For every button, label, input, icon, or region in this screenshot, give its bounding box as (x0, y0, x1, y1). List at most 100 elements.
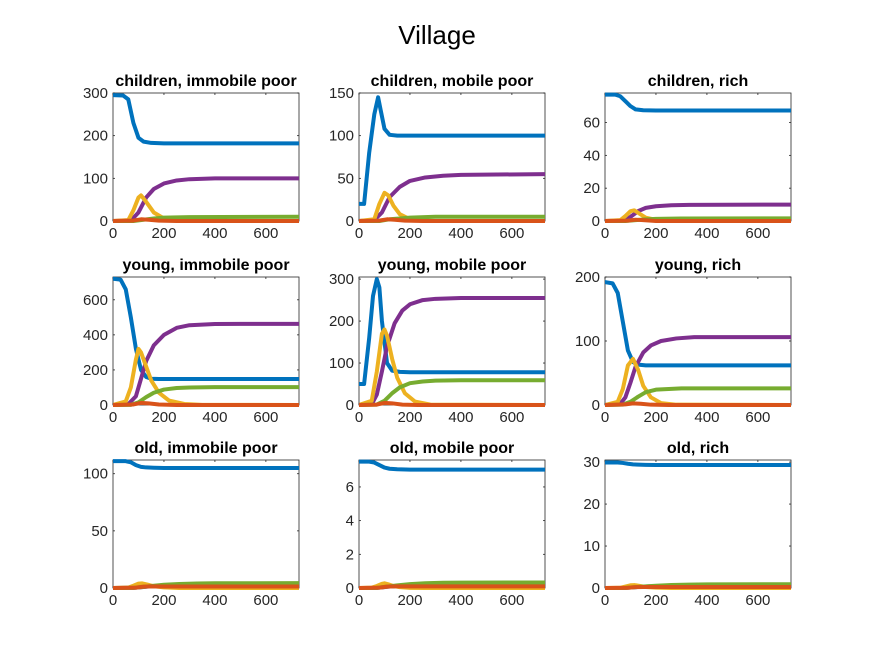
y-tick-label: 100 (83, 466, 108, 483)
x-tick-label: 0 (109, 225, 117, 242)
subplot-old-rich: old, rich 0 200 400 600 0 10 20 30 (583, 440, 792, 609)
y-tick-label: 0 (592, 580, 600, 597)
subplot-title: children, rich (648, 73, 748, 90)
y-tick-label: 100 (575, 333, 600, 350)
y-tick-label: 10 (583, 538, 600, 555)
y-tick-label: 0 (592, 213, 600, 230)
subplot-title: young, rich (655, 257, 741, 274)
x-tick-label: 200 (643, 225, 668, 242)
series-line (359, 584, 545, 590)
x-tick-label: 0 (601, 409, 609, 426)
x-tick-label: 400 (448, 225, 473, 242)
subplot-old-mobile-poor: old, mobile poor 0 200 400 600 0 2 4 6 (346, 440, 546, 609)
x-tick-label: 600 (253, 409, 278, 426)
subplot-title: children, mobile poor (371, 73, 534, 90)
x-tick-label: 200 (151, 592, 176, 609)
y-tick-label: 6 (346, 479, 354, 496)
series-group (605, 92, 791, 223)
series-line (113, 321, 299, 407)
x-tick-label: 400 (202, 409, 227, 426)
series-line (605, 460, 791, 468)
y-tick-label: 60 (583, 115, 600, 132)
y-tick-label: 50 (337, 170, 354, 187)
subplot-title: old, mobile poor (390, 440, 514, 457)
x-tick-label: 400 (694, 225, 719, 242)
figure-title: Village (398, 20, 476, 50)
series-line (605, 92, 791, 113)
y-tick-label: 150 (329, 85, 354, 102)
x-tick-label: 600 (745, 592, 770, 609)
y-tick-label: 0 (346, 397, 354, 414)
subplot-young-rich: young, rich 0 200 400 600 0 100 200 (575, 257, 792, 426)
series-line (605, 584, 791, 590)
x-tick-label: 200 (397, 592, 422, 609)
y-tick-label: 0 (346, 580, 354, 597)
x-tick-label: 400 (202, 225, 227, 242)
series-group (113, 459, 299, 590)
subplot-young-mobile-poor: young, mobile poor 0 200 400 600 0 100 200 300 (329, 257, 546, 426)
subplot-title: old, immobile poor (134, 440, 277, 457)
x-tick-label: 0 (355, 225, 363, 242)
x-tick-label: 200 (397, 409, 422, 426)
x-tick-label: 600 (253, 225, 278, 242)
y-tick-label: 100 (329, 128, 354, 145)
subplot-young-immobile-poor: young, immobile poor 0 200 400 600 0 200 400 600 (83, 257, 300, 426)
y-tick-label: 600 (83, 292, 108, 309)
axes-frame (112, 276, 300, 406)
series-line (605, 335, 791, 407)
axes-frame (604, 276, 792, 406)
y-tick-label: 0 (100, 213, 108, 230)
series-line (605, 280, 791, 368)
subplot-children-immobile-poor: children, immobile poor 0 200 400 600 0 100 200… (83, 73, 300, 242)
series-line (113, 93, 299, 146)
y-tick-label: 50 (91, 523, 108, 540)
series-group (359, 459, 545, 590)
series-line (359, 277, 545, 387)
y-tick-label: 300 (329, 271, 354, 288)
x-tick-label: 200 (397, 225, 422, 242)
x-tick-label: 600 (499, 592, 524, 609)
series-line (113, 400, 299, 407)
series-line (605, 217, 791, 223)
axes-frame (358, 459, 546, 589)
axes-frame (112, 459, 300, 589)
y-tick-label: 30 (583, 454, 600, 471)
series-line (359, 327, 545, 407)
series-group (113, 93, 299, 223)
y-tick-label: 200 (575, 269, 600, 286)
series-line (359, 295, 545, 407)
x-tick-label: 200 (643, 592, 668, 609)
subplot-title: young, mobile poor (378, 257, 526, 274)
x-tick-label: 200 (151, 409, 176, 426)
subplot-children-rich: children, rich 0 200 400 600 0 20 40 60 (583, 73, 792, 242)
x-tick-label: 0 (109, 409, 117, 426)
subplot-children-mobile-poor: children, mobile poor 0 200 400 600 0 50 100 150 (329, 73, 546, 242)
x-tick-label: 0 (355, 592, 363, 609)
y-tick-label: 200 (83, 128, 108, 145)
series-group (605, 460, 791, 590)
x-tick-label: 600 (499, 225, 524, 242)
series-group (359, 95, 545, 223)
series-line (113, 276, 299, 382)
x-tick-label: 600 (745, 409, 770, 426)
series-line (113, 459, 299, 470)
x-tick-label: 200 (151, 225, 176, 242)
x-tick-label: 0 (601, 225, 609, 242)
y-tick-label: 200 (83, 362, 108, 379)
series-line (359, 400, 545, 407)
series-line (359, 217, 545, 223)
y-tick-label: 2 (346, 546, 354, 563)
subplot-old-immobile-poor: old, immobile poor 0 200 400 600 0 50 100 (83, 440, 300, 609)
y-tick-label: 400 (83, 327, 108, 344)
series-line (359, 95, 545, 206)
y-tick-label: 0 (592, 397, 600, 414)
x-tick-label: 400 (694, 409, 719, 426)
y-tick-label: 20 (583, 496, 600, 513)
y-tick-label: 0 (346, 213, 354, 230)
x-tick-label: 0 (355, 409, 363, 426)
series-group (113, 276, 299, 407)
series-line (605, 401, 791, 407)
series-line (113, 584, 299, 590)
